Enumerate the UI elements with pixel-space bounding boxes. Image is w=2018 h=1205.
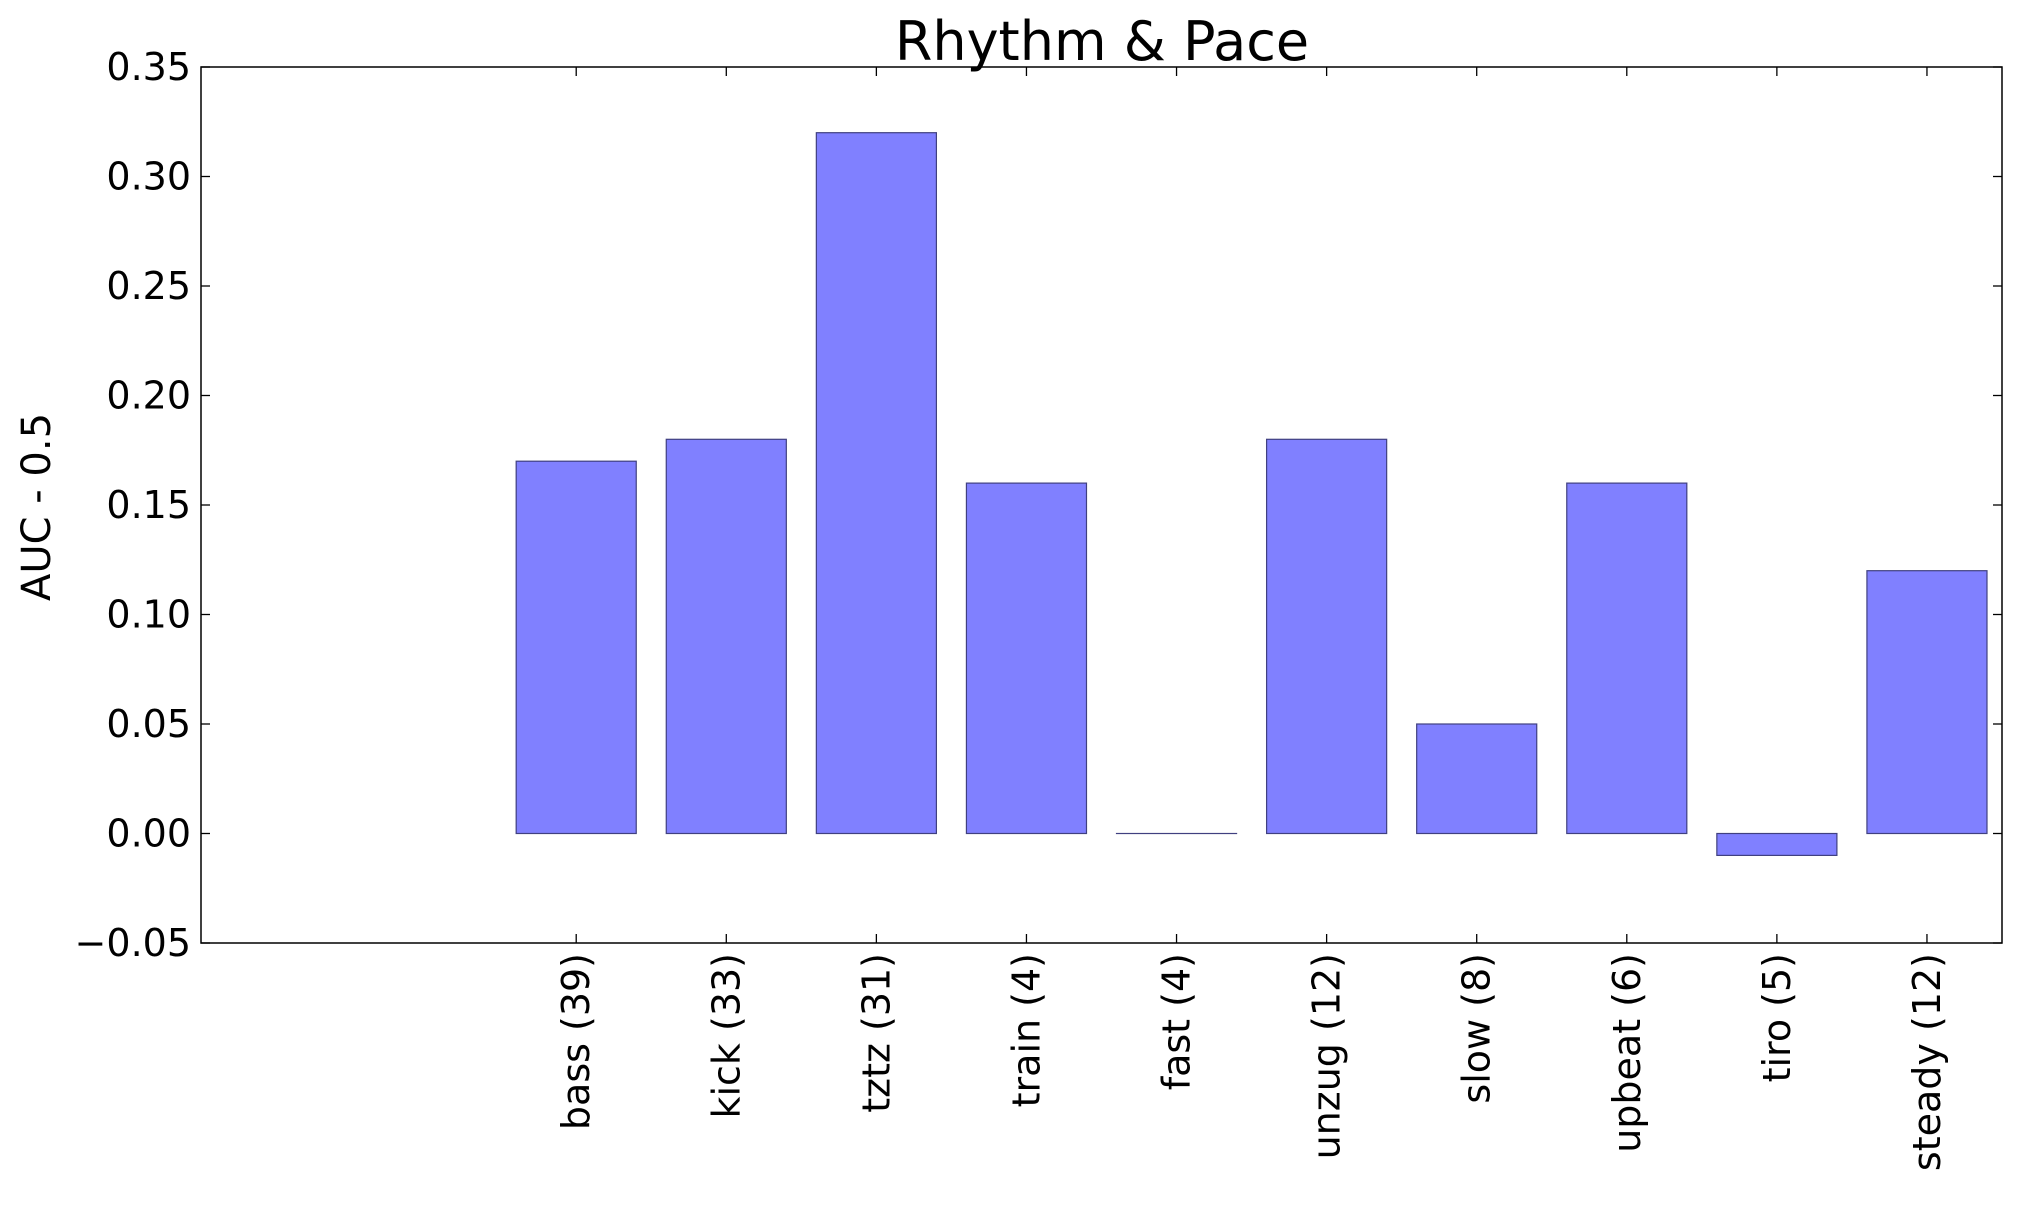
x-tick-label-9: steady (12) [1905,953,1949,1171]
y-axis-label: AUC - 0.5 [14,413,60,601]
x-tick-label-2: tztz (31) [854,953,898,1113]
bars-group [515,132,1988,856]
bar-5 [1265,438,1388,835]
x-tick-label-7: upbeat (6) [1605,953,1649,1153]
y-tick-label-3: 0.10 [106,593,191,637]
y-tick-label-5: 0.20 [106,374,191,418]
y-tick-labels: −0.05 0.00 0.05 0.10 0.15 0.20 0.25 0.30 0.35 [75,45,191,965]
x-tick-label-6: slow (8) [1455,953,1499,1104]
bar-6 [1416,723,1538,835]
y-tick-label-7: 0.30 [106,155,191,199]
bar-9 [1866,570,1988,835]
x-tick-label-3: train (4) [1004,953,1048,1107]
y-tick-label-1: 0.00 [106,812,191,856]
y-tick-label-2: 0.05 [106,702,191,746]
x-tick-label-4: fast (4) [1155,953,1199,1090]
ticks-group [201,66,2002,944]
bar-7 [1566,482,1688,835]
x-tick-labels: bass (39) kick (33) tztz (31) train (4) fast… [554,953,1949,1171]
y-tick-label-6: 0.25 [106,264,191,308]
chart-title: Rhythm & Pace [895,10,1309,73]
bar-8 [1716,832,1838,856]
bar-2 [815,132,938,835]
y-tick-label-4: 0.15 [106,483,191,527]
x-tick-label-0: bass (39) [554,953,598,1130]
bar-1 [665,438,787,835]
bar-0 [515,460,637,835]
y-tick-label-0: −0.05 [75,921,191,965]
bar-3 [965,482,1088,835]
x-tick-label-1: kick (33) [704,953,748,1119]
plot-frame [200,66,2003,944]
x-tick-label-5: unzug (12) [1305,953,1349,1159]
x-tick-label-8: tiro (5) [1755,953,1799,1082]
y-tick-label-8: 0.35 [106,45,191,89]
